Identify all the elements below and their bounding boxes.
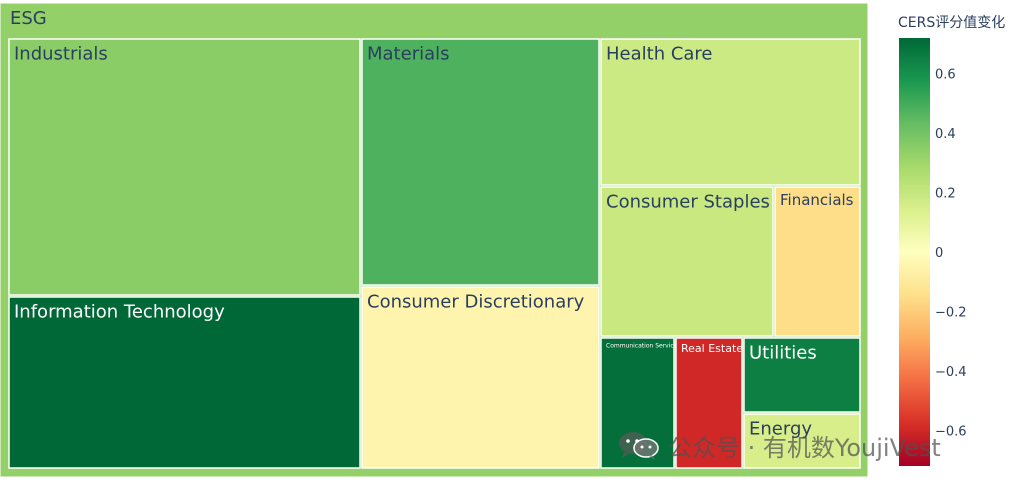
watermark-text: 公众号 · 有机数YoujiVest bbox=[668, 433, 941, 462]
colorbar: CERS评分值变化 0.6 0.4 0.2 0 −0.2 −0.4 −0.6 bbox=[898, 15, 1005, 466]
treemap-label-consumer-discretionary: Consumer Discretionary bbox=[367, 292, 585, 313]
treemap-label-communication-services: Communication Services bbox=[606, 343, 681, 350]
colorbar-gradient bbox=[899, 38, 930, 466]
treemap-tile-materials[interactable] bbox=[361, 38, 600, 286]
treemap-tile-utilities[interactable] bbox=[743, 337, 861, 413]
colorbar-tick-label: −0.6 bbox=[935, 424, 967, 439]
treemap-label-financials: Financials bbox=[780, 191, 854, 209]
colorbar-tick-label: 0.2 bbox=[935, 187, 956, 202]
colorbar-tick-label: 0.6 bbox=[935, 68, 956, 83]
treemap-tiles: ESG Industrials Information Technology Mate… bbox=[0, 2, 869, 478]
wechat-icon bbox=[616, 428, 660, 462]
treemap-root-label: ESG bbox=[10, 8, 47, 29]
treemap-tile-industrials[interactable] bbox=[8, 38, 361, 296]
colorbar-tick-label: −0.4 bbox=[935, 365, 967, 380]
colorbar-tick-label: −0.2 bbox=[935, 305, 967, 320]
treemap-label-industrials: Industrials bbox=[14, 44, 108, 65]
treemap-tile-consumer-staples[interactable] bbox=[600, 186, 774, 337]
treemap-tile-real-estate[interactable] bbox=[675, 337, 743, 469]
colorbar-tick-label: 0.4 bbox=[935, 127, 956, 142]
colorbar-title: CERS评分值变化 bbox=[898, 15, 1005, 31]
colorbar-ticks: 0.6 0.4 0.2 0 −0.2 −0.4 −0.6 bbox=[935, 68, 967, 440]
treemap-label-utilities: Utilities bbox=[749, 343, 817, 364]
treemap-tile-energy[interactable] bbox=[743, 413, 861, 469]
colorbar-tick-label: 0 bbox=[935, 246, 943, 261]
treemap-tile-health-care[interactable] bbox=[600, 38, 861, 186]
treemap-label-real-estate: Real Estate bbox=[681, 342, 743, 355]
treemap-label-consumer-staples: Consumer Staples bbox=[606, 192, 770, 213]
treemap-label-energy: Energy bbox=[749, 419, 812, 440]
treemap-label-materials: Materials bbox=[367, 44, 450, 65]
watermark: 公众号 · 有机数YoujiVest bbox=[616, 426, 941, 464]
treemap-tile-consumer-discretionary[interactable] bbox=[361, 286, 600, 469]
treemap-label-information-technology: Information Technology bbox=[14, 302, 225, 323]
treemap-label-health-care: Health Care bbox=[606, 44, 713, 65]
treemap-tile-information-technology[interactable] bbox=[8, 296, 361, 469]
treemap-tile-financials[interactable] bbox=[774, 186, 861, 337]
